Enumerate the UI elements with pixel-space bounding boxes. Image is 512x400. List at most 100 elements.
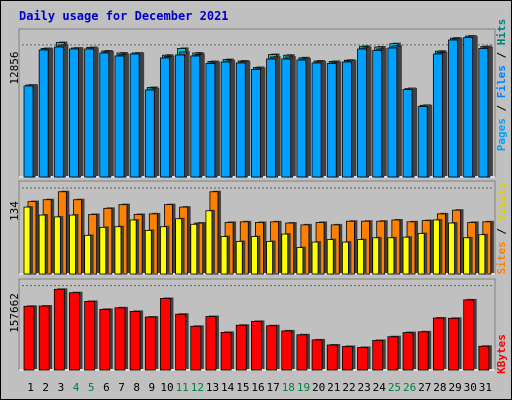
visits-bar-9 (144, 230, 152, 275)
y-tick-label-kbytes: 157662 (8, 293, 21, 333)
pages-bar-8 (129, 53, 140, 178)
x-tick-label-2: 2 (42, 381, 49, 394)
visits-bar-31 (478, 234, 486, 275)
visits-bar-21 (326, 239, 334, 275)
x-tick-label-31: 31 (479, 381, 492, 394)
kbytes-bar-13 (205, 316, 217, 371)
kbytes-bar-20 (311, 339, 323, 371)
x-tick-label-20: 20 (312, 381, 325, 394)
legend-kbytes: KBytes (495, 334, 508, 374)
visits-bar-29 (448, 222, 455, 275)
visits-bar-6 (99, 226, 107, 275)
kbytes-bar-11 (175, 313, 187, 371)
x-tick-label-5: 5 (88, 381, 95, 394)
x-tick-label-18: 18 (282, 381, 295, 394)
x-tick-label-8: 8 (133, 381, 140, 394)
legend-hits-files-pages: Pages / Files / Hits (495, 19, 508, 152)
kbytes-bar-27 (417, 331, 429, 371)
visits-bar-1 (23, 206, 31, 275)
visits-bar-13 (205, 210, 213, 275)
pages-bar-13 (205, 63, 216, 178)
kbytes-bar-31 (478, 345, 490, 371)
pages-bar-21 (326, 63, 337, 178)
visits-bar-20 (311, 241, 319, 275)
visits-bar-15 (235, 241, 243, 275)
pages-bar-10 (160, 57, 170, 178)
kbytes-bar-2 (38, 305, 50, 371)
kbytes-bar-3 (53, 288, 65, 371)
pages-bar-4 (69, 48, 79, 178)
kbytes-bar-8 (129, 311, 141, 371)
pages-bar-31 (478, 48, 489, 178)
y-tick-label-sites-visits: 134 (8, 201, 21, 221)
x-tick-label-7: 7 (118, 381, 125, 394)
x-tick-label-16: 16 (251, 381, 264, 394)
pages-bar-28 (432, 53, 443, 178)
pages-bar-17 (266, 58, 276, 178)
pages-bar-30 (463, 37, 474, 178)
x-tick-label-27: 27 (418, 381, 431, 394)
x-tick-label-30: 30 (464, 381, 477, 394)
visits-bar-8 (129, 219, 137, 275)
pages-bar-16 (251, 69, 261, 178)
kbytes-bar-17 (266, 325, 277, 371)
pages-bar-25 (387, 47, 398, 178)
pages-bar-14 (220, 61, 231, 178)
legend-sites-visits: Sites / Visits (495, 182, 508, 275)
kbytes-bar-18 (281, 330, 293, 371)
pages-bar-9 (144, 89, 155, 178)
kbytes-bar-23 (357, 347, 368, 371)
visits-bar-18 (281, 233, 289, 275)
pages-bar-2 (38, 49, 49, 178)
kbytes-bar-25 (387, 336, 399, 371)
visits-bar-14 (220, 236, 228, 275)
pages-bar-3 (53, 46, 64, 178)
pages-bar-26 (402, 89, 413, 178)
pages-bar-23 (357, 48, 367, 178)
x-tick-label-12: 12 (191, 381, 204, 394)
kbytes-bar-16 (251, 320, 262, 371)
x-tick-label-9: 9 (149, 381, 156, 394)
kbytes-bar-21 (326, 344, 338, 371)
legend-sites: Sites (495, 241, 508, 274)
legend-hits: Hits (495, 19, 508, 46)
x-tick-label-29: 29 (448, 381, 461, 394)
visits-bar-17 (266, 241, 273, 275)
x-tick-label-23: 23 (358, 381, 371, 394)
x-tick-label-13: 13 (206, 381, 219, 394)
pages-bar-7 (114, 55, 125, 178)
legend-pages: Pages (495, 118, 508, 151)
visits-bar-4 (69, 214, 76, 275)
x-tick-label-24: 24 (373, 381, 387, 394)
kbytes-bar-5 (84, 301, 96, 371)
pages-bar-20 (311, 62, 322, 178)
x-tick-label-11: 11 (176, 381, 189, 394)
visits-bar-24 (372, 237, 380, 275)
visits-bar-10 (160, 226, 167, 275)
kbytes-bar-15 (235, 324, 247, 371)
visits-bar-23 (357, 239, 364, 275)
legend-files: Files (495, 65, 508, 98)
x-tick-label-4: 4 (73, 381, 80, 394)
visits-bar-11 (175, 218, 183, 275)
visits-bar-12 (190, 223, 198, 275)
pages-bar-29 (448, 39, 458, 178)
x-tick-label-1: 1 (27, 381, 34, 394)
visits-bar-5 (84, 234, 92, 275)
x-tick-label-17: 17 (267, 381, 280, 394)
x-tick-label-28: 28 (433, 381, 446, 394)
legend-kbytes: KBytes (495, 334, 508, 374)
pages-bar-18 (281, 58, 292, 178)
kbytes-bar-22 (341, 346, 353, 371)
y-tick-label-hits-files-pages: 12856 (8, 51, 21, 84)
visits-bar-3 (53, 216, 61, 275)
x-tick-label-3: 3 (58, 381, 65, 394)
kbytes-bar-14 (220, 331, 232, 371)
visits-bar-19 (296, 247, 304, 275)
x-tick-label-14: 14 (221, 381, 235, 394)
x-tick-label-26: 26 (403, 381, 416, 394)
kbytes-bar-12 (190, 325, 202, 371)
visits-bar-25 (387, 237, 395, 275)
visits-bar-7 (114, 226, 122, 275)
